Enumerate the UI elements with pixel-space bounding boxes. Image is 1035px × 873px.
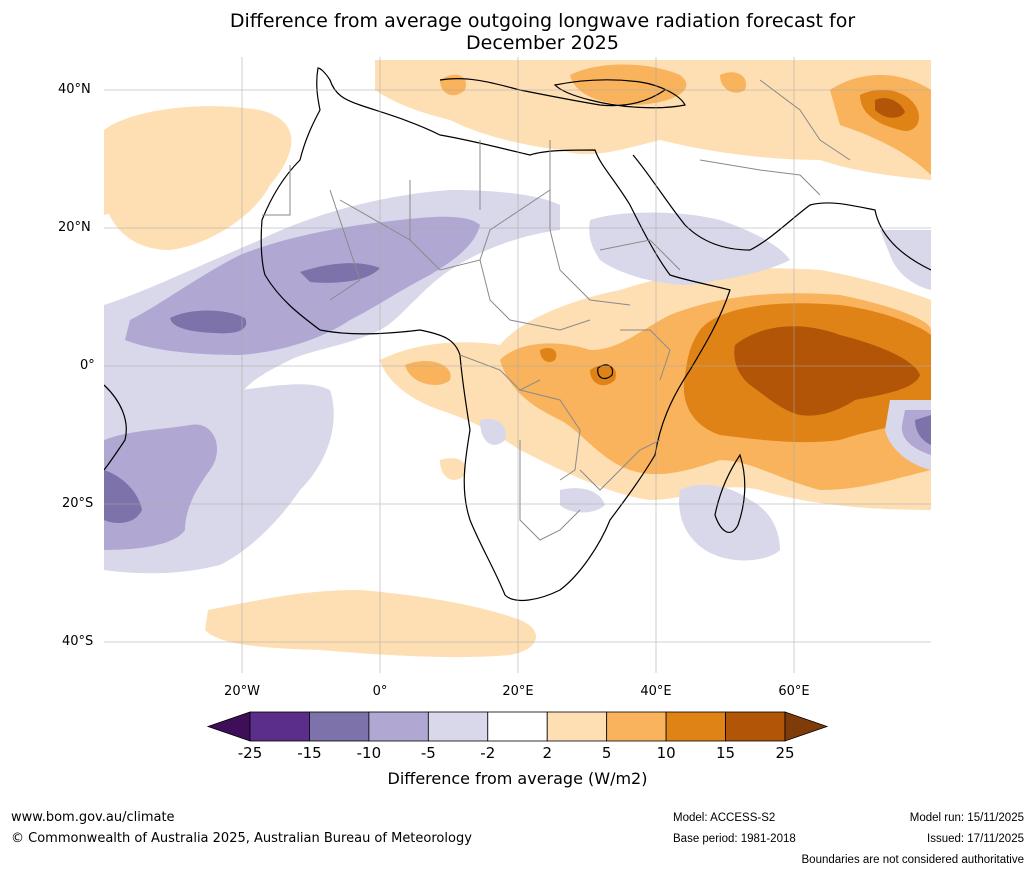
colorbar-tick-label: -10 (356, 744, 382, 762)
colorbar-tick-label: 10 (656, 744, 676, 762)
footer-model: Model: ACCESS-S2 (673, 812, 776, 824)
colorbar-label: Difference from average (W/m2) (387, 769, 648, 788)
positive-anomaly-very-strong (734, 98, 920, 416)
lat-label-40n: 40°N (58, 82, 91, 97)
footer-copyright: © Commonwealth of Australia 2025, Austra… (11, 831, 472, 846)
negative-anomaly-strong (104, 263, 931, 523)
footer-url: www.bom.gov.au/climate (11, 810, 175, 825)
colorbar-tick-label: 15 (716, 744, 736, 762)
colorbar-tick-label: -5 (420, 744, 436, 762)
colorbar-tick-label: 5 (601, 744, 612, 762)
lon-label-20e: 20°E (502, 684, 534, 699)
graticule (104, 57, 931, 673)
colorbar-tick-label: -15 (297, 744, 322, 762)
title-line-1: Difference from average outgoing longwav… (229, 10, 856, 32)
title-line-2: December 2025 (466, 32, 619, 54)
lat-label-20s: 20°S (62, 496, 94, 511)
footer-boundaries-note: Boundaries are not considered authoritat… (801, 854, 1024, 866)
map-title: Difference from average outgoing longwav… (0, 10, 1035, 54)
colorbar-tick-label: 2 (542, 744, 552, 762)
footer-model-run: Model run: 15/11/2025 (909, 812, 1024, 824)
colorbar-tick-label: 25 (775, 744, 795, 762)
coastlines (104, 67, 931, 602)
colorbar-tick-label: -2 (480, 744, 496, 762)
lon-label-40e: 40°E (640, 684, 672, 699)
footer-base-period: Base period: 1981-2018 (673, 833, 796, 845)
footer-issued: Issued: 17/11/2025 (927, 833, 1024, 845)
lat-label-20n: 20°N (58, 220, 91, 235)
colorbar-tick-label: -25 (237, 744, 263, 762)
country-borders (262, 79, 851, 541)
lon-label-0: 0° (372, 684, 388, 699)
lon-label-60e: 60°E (778, 684, 810, 699)
lat-label-equator: 0° (80, 358, 95, 373)
lon-label-20w: 20°W (224, 684, 260, 699)
lat-label-40s: 40°S (62, 634, 94, 649)
